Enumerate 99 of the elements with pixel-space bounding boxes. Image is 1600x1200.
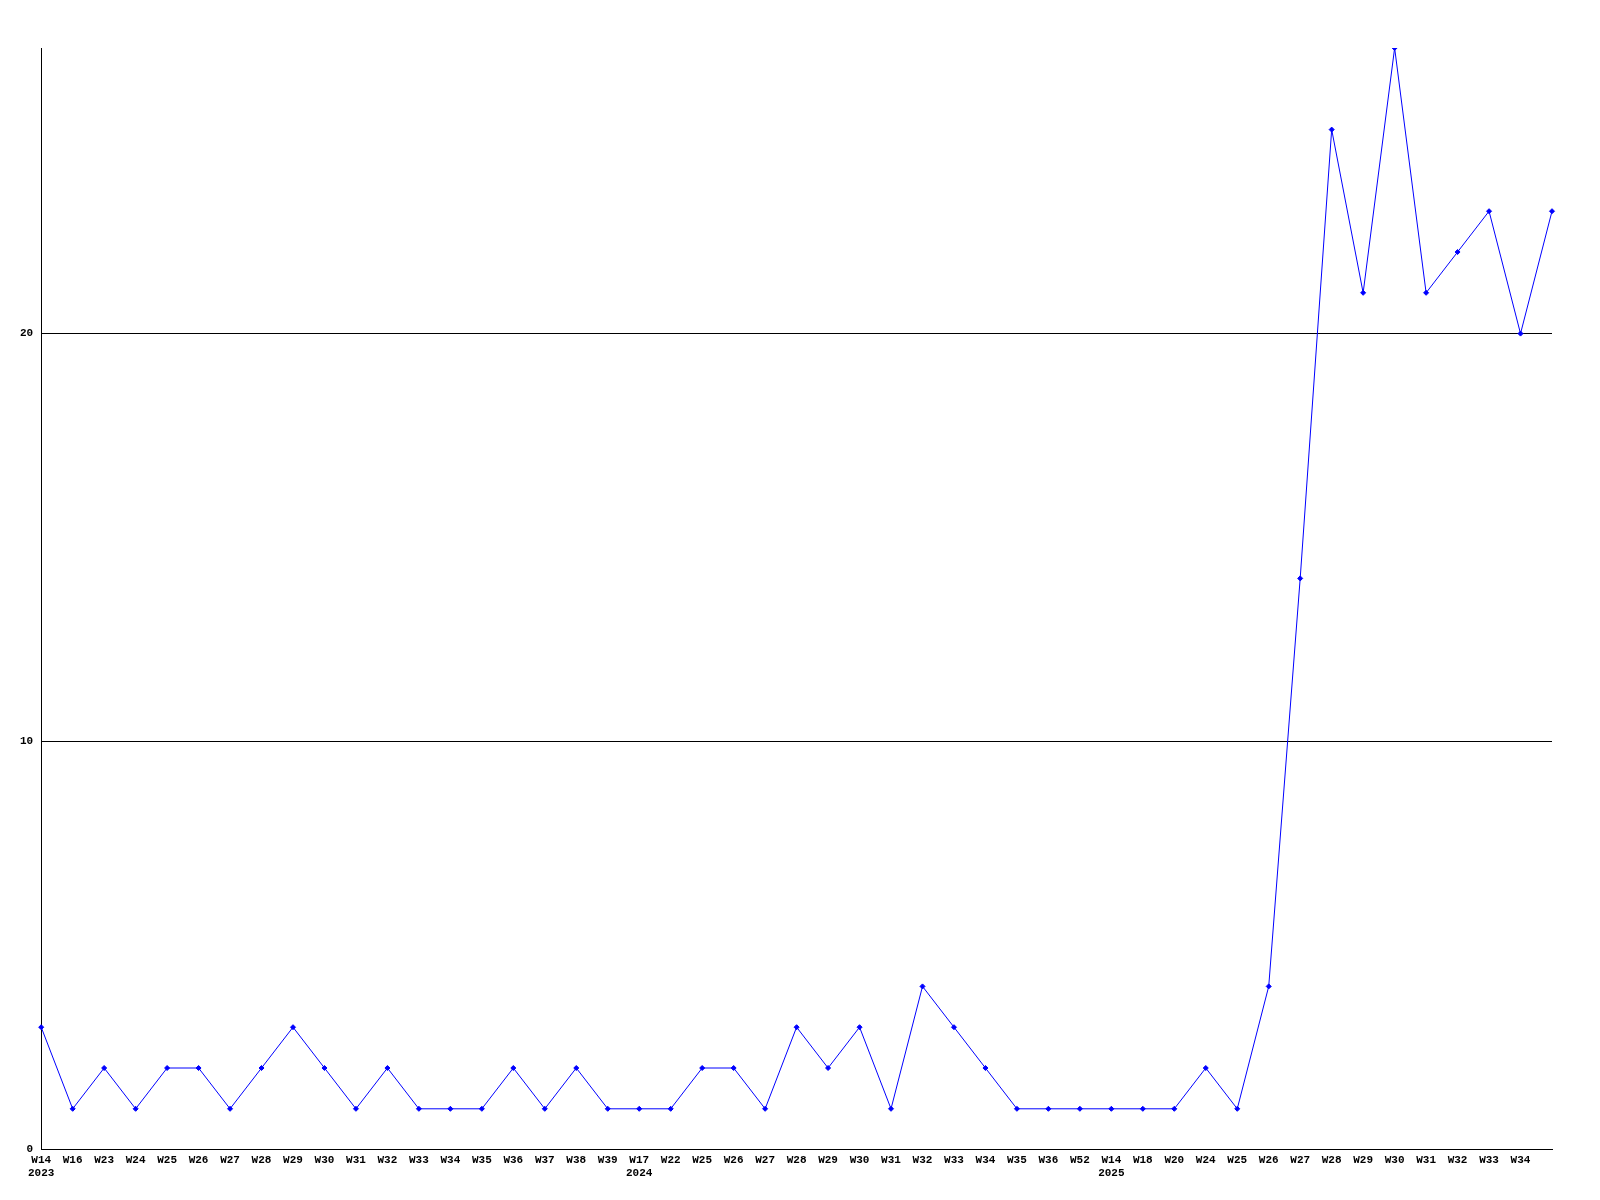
point bbox=[321, 1065, 328, 1071]
point bbox=[573, 1065, 580, 1071]
x-tick-label: W26 bbox=[1258, 1153, 1279, 1166]
point bbox=[1045, 1105, 1052, 1112]
point bbox=[950, 1024, 957, 1031]
x-tick-label: W25 bbox=[157, 1153, 178, 1166]
x-tick-label: W32 bbox=[912, 1153, 933, 1166]
x-tick-label: W27 bbox=[1290, 1153, 1311, 1166]
x-tick-label: W35 bbox=[1007, 1153, 1028, 1166]
point bbox=[604, 1105, 611, 1112]
x-tick-label: W27 bbox=[220, 1153, 240, 1166]
x-tick-label: W34 bbox=[1510, 1153, 1531, 1166]
point bbox=[699, 1065, 706, 1071]
point bbox=[290, 1024, 296, 1031]
point bbox=[101, 1065, 108, 1071]
x-tick-label: W36 bbox=[1038, 1153, 1059, 1166]
x-tick-label: W32 bbox=[377, 1153, 398, 1166]
x-tick-label: W29 bbox=[283, 1153, 303, 1166]
x-tick-label: W16 bbox=[62, 1153, 83, 1166]
x-tick-label: W33 bbox=[1479, 1153, 1500, 1166]
x-tick-label: W29 bbox=[1353, 1153, 1374, 1166]
x-tick-label: W28 bbox=[786, 1153, 807, 1166]
point bbox=[1202, 1065, 1209, 1071]
x-tick-label: W30 bbox=[314, 1153, 335, 1166]
point bbox=[478, 1105, 485, 1112]
point bbox=[1517, 330, 1524, 337]
point bbox=[415, 1105, 422, 1112]
x-tick-label: W24 bbox=[125, 1153, 146, 1166]
point bbox=[762, 1105, 769, 1112]
x-tick-label: W52 bbox=[1069, 1153, 1090, 1166]
x-tick-label: W37 bbox=[534, 1153, 555, 1166]
x-tick-label: W14 2025 bbox=[1098, 1153, 1125, 1180]
x-tick-label: W26 bbox=[723, 1153, 744, 1166]
point bbox=[667, 1105, 674, 1112]
point bbox=[856, 1024, 863, 1031]
x-tick-label: W27 bbox=[755, 1153, 776, 1166]
y-tick-label: 10 bbox=[20, 735, 34, 748]
x-tick-label: W31 bbox=[346, 1153, 367, 1166]
point bbox=[1265, 983, 1272, 990]
x-tick-label: W36 bbox=[503, 1153, 524, 1166]
x-tick-label: W26 bbox=[188, 1153, 209, 1166]
point bbox=[1108, 1105, 1115, 1112]
point bbox=[1013, 1105, 1020, 1112]
x-tick-label: W23 bbox=[94, 1153, 115, 1166]
x-tick-label: W29 bbox=[818, 1153, 838, 1166]
point bbox=[541, 1105, 548, 1112]
point bbox=[793, 1024, 800, 1031]
x-tick-label: W30 bbox=[849, 1153, 870, 1166]
point bbox=[982, 1065, 989, 1071]
x-tick-label: W35 bbox=[471, 1153, 493, 1166]
point bbox=[447, 1105, 454, 1112]
point bbox=[69, 1105, 76, 1112]
point bbox=[888, 1105, 895, 1112]
point bbox=[352, 1105, 359, 1112]
point bbox=[1076, 1105, 1083, 1112]
x-tick-label: W34 bbox=[440, 1153, 461, 1166]
x-tick-label: W18 bbox=[1132, 1153, 1154, 1166]
point bbox=[1423, 289, 1430, 296]
point bbox=[825, 1065, 832, 1071]
x-tick-label: W33 bbox=[944, 1153, 965, 1166]
x-tick-label: W39 bbox=[597, 1153, 618, 1166]
point bbox=[164, 1065, 171, 1071]
y-tick-label: 0 bbox=[26, 1143, 34, 1156]
x-tick-label: W28 bbox=[251, 1153, 272, 1166]
x-tick-label: W32 bbox=[1447, 1153, 1468, 1166]
x-tick-label: W25 bbox=[692, 1153, 713, 1166]
x-tick-label: W17 2024 bbox=[626, 1153, 653, 1180]
x-tick-label: W25 bbox=[1227, 1153, 1248, 1166]
x-tick-label: W22 bbox=[660, 1153, 681, 1166]
x-tick-label: W34 bbox=[975, 1153, 996, 1166]
point bbox=[258, 1065, 265, 1071]
point bbox=[919, 983, 926, 990]
point bbox=[636, 1105, 643, 1112]
x-tick-label: W20 bbox=[1164, 1153, 1185, 1166]
point bbox=[1549, 208, 1555, 215]
point bbox=[1139, 1105, 1146, 1112]
x-tick-label: W28 bbox=[1321, 1153, 1342, 1166]
point bbox=[384, 1065, 391, 1071]
x-tick-label: W33 bbox=[409, 1153, 430, 1166]
point bbox=[1328, 126, 1335, 133]
point bbox=[227, 1105, 234, 1112]
x-tick-label: W31 bbox=[881, 1153, 902, 1166]
point bbox=[1360, 289, 1367, 296]
point bbox=[38, 1024, 45, 1031]
point bbox=[1454, 249, 1461, 255]
x-tick-label: W31 bbox=[1416, 1153, 1437, 1166]
point bbox=[1171, 1105, 1178, 1112]
x-tick-label: W24 bbox=[1195, 1153, 1217, 1166]
x-tick-label: W14 2023 bbox=[28, 1153, 55, 1180]
point bbox=[132, 1105, 139, 1112]
point bbox=[510, 1065, 517, 1071]
point bbox=[730, 1065, 737, 1071]
x-tick-label: W30 bbox=[1384, 1153, 1405, 1166]
point bbox=[1297, 575, 1304, 582]
x-tick-label: W38 bbox=[566, 1153, 587, 1166]
point bbox=[1234, 1105, 1241, 1112]
point bbox=[1486, 208, 1493, 215]
y-tick-label: 20 bbox=[20, 327, 34, 340]
point bbox=[195, 1065, 202, 1071]
